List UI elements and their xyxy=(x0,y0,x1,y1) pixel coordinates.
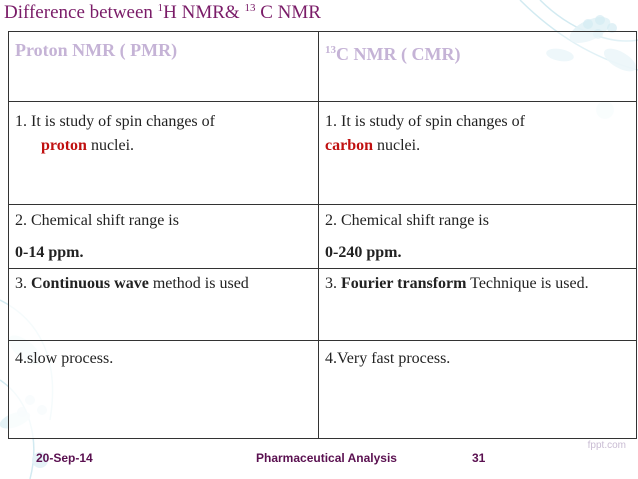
cell-text: nuclei. xyxy=(86,137,135,155)
cell-carbon-shift-range: 2. Chemical shift range is 0-240 ppm. xyxy=(318,204,637,269)
brand-watermark: fppt.com xyxy=(587,440,626,451)
cell-proton-method: 3. Continuous wave method is used xyxy=(8,267,319,341)
highlight-carbon: carbon xyxy=(325,137,373,155)
table-header-row: Proton NMR ( PMR) 13C NMR ( CMR) xyxy=(8,30,637,103)
cell-text: 1. It is study of spin changes of xyxy=(325,113,525,131)
footer-page-number: 31 xyxy=(472,451,486,465)
header-carbon-nmr-label: C NMR ( CMR) xyxy=(336,44,461,64)
cell-text: nuclei. xyxy=(373,137,421,155)
title-superscript-1: 1 xyxy=(157,2,164,14)
title-text-suffix: C NMR xyxy=(255,2,321,23)
cell-text: 4.slow process. xyxy=(15,349,114,367)
proton-shift-value: 0-14 ppm. xyxy=(15,244,84,262)
cell-proton-speed: 4.slow process. xyxy=(8,339,319,440)
cell-text: 4.Very fast process. xyxy=(325,349,451,367)
header-superscript-13: 13 xyxy=(325,44,336,56)
footer-course-title: Pharmaceutical Analysis xyxy=(256,451,397,465)
table-row: 3. Continuous wave method is used 3. Fou… xyxy=(8,267,637,341)
cell-text: 1. It is study of spin changes of xyxy=(15,113,215,131)
footer-date: 20-Sep-14 xyxy=(36,451,93,465)
highlight-proton: proton xyxy=(41,137,87,155)
cell-carbon-speed: 4.Very fast process. xyxy=(318,339,637,440)
cell-text: 2. Chemical shift range is xyxy=(325,212,489,230)
carbon-shift-value: 0-240 ppm. xyxy=(325,244,402,262)
table-row: 2. Chemical shift range is 0-14 ppm. 2. … xyxy=(8,204,637,269)
table-row: 1. It is study of spin changes of proton… xyxy=(8,101,637,206)
table-row: 4.slow process. 4.Very fast process. xyxy=(8,339,637,440)
method-fourier-transform: Fourier transform xyxy=(341,274,467,292)
cell-carbon-nuclei: 1. It is study of spin changes of carbon… xyxy=(318,101,637,206)
title-superscript-13: 13 xyxy=(244,2,256,14)
comparison-table: Proton NMR ( PMR) 13C NMR ( CMR) 1. It i… xyxy=(8,30,637,440)
slide-title: Difference between 1H NMR& 13 C NMR xyxy=(4,2,321,24)
cell-text-indented: proton nuclei. xyxy=(15,134,134,158)
header-carbon-nmr: 13C NMR ( CMR) xyxy=(318,30,637,103)
header-proton-nmr-label: Proton NMR ( PMR) xyxy=(15,40,178,60)
method-continuous-wave: Continuous wave xyxy=(31,274,149,292)
slide-footer: 20-Sep-14 Pharmaceutical Analysis 31 xyxy=(0,451,638,469)
cell-carbon-method: 3. Fourier transform Technique is used. xyxy=(318,267,637,341)
cell-text: 3. xyxy=(15,274,31,292)
cell-text: 3. xyxy=(325,274,341,292)
cell-proton-shift-range: 2. Chemical shift range is 0-14 ppm. xyxy=(8,204,319,269)
cell-text: Technique is used. xyxy=(466,274,589,292)
title-text-middle: H NMR& xyxy=(163,2,245,23)
title-text-prefix: Difference between xyxy=(4,2,158,23)
header-proton-nmr: Proton NMR ( PMR) xyxy=(8,30,319,103)
cell-text: method is used xyxy=(148,274,249,292)
cell-proton-nuclei: 1. It is study of spin changes of proton… xyxy=(8,101,319,206)
cell-text: 2. Chemical shift range is xyxy=(15,212,179,230)
